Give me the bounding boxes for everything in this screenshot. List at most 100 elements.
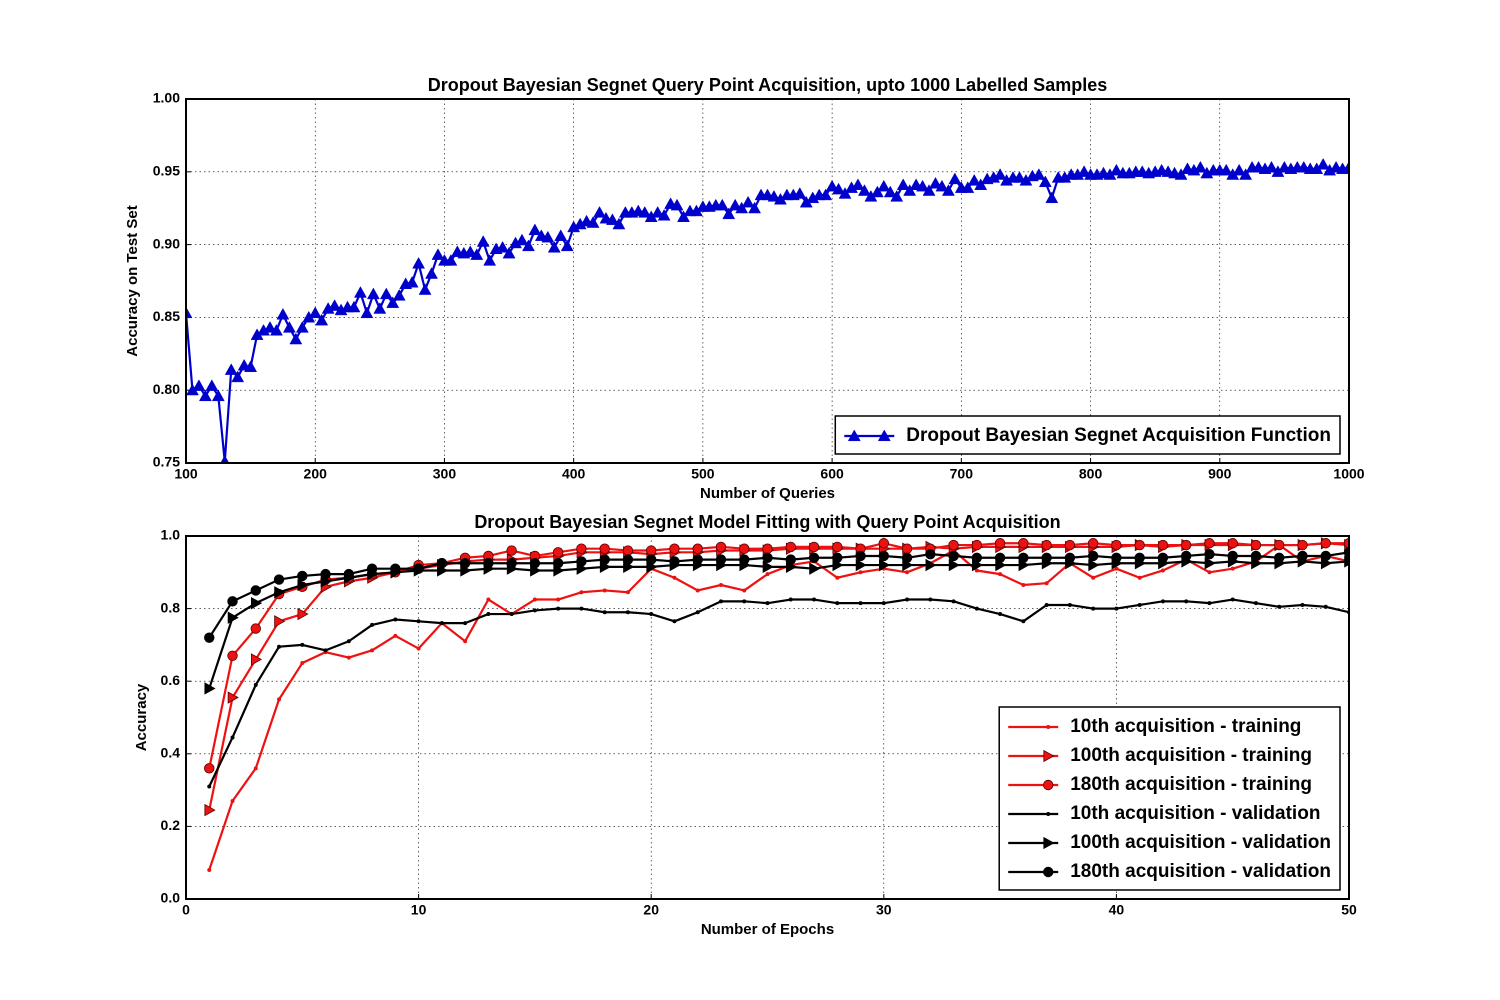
marker	[366, 287, 380, 300]
y-tick-label: 0.2	[161, 817, 181, 833]
y-tick-label: 0.90	[153, 235, 180, 251]
legend: Dropout Bayesian Segnet Acquisition Func…	[834, 415, 1341, 455]
marker	[354, 286, 367, 298]
marker	[855, 550, 866, 562]
marker	[1232, 163, 1246, 176]
marker	[576, 556, 587, 567]
marker	[308, 306, 322, 319]
marker	[1316, 158, 1330, 170]
marker	[1180, 550, 1192, 562]
marker	[370, 648, 375, 653]
marker	[742, 599, 747, 604]
marker	[250, 653, 263, 666]
marker	[1207, 570, 1212, 575]
marker	[739, 554, 750, 565]
marker	[677, 210, 690, 222]
marker	[1300, 602, 1305, 607]
marker	[765, 572, 770, 577]
legend-label: 100th acquisition - validation	[1070, 832, 1331, 853]
marker	[346, 639, 351, 644]
y-axis-label: Accuracy on Test Set	[124, 205, 141, 356]
marker	[1087, 538, 1099, 549]
marker	[767, 190, 781, 202]
marker	[692, 554, 703, 565]
marker	[785, 541, 796, 553]
marker	[1207, 601, 1212, 606]
marker	[470, 248, 484, 260]
x-tick-label: 600	[820, 466, 844, 482]
marker	[935, 179, 949, 192]
marker	[483, 558, 494, 569]
marker	[993, 168, 1007, 180]
marker	[1160, 599, 1165, 604]
marker	[638, 206, 652, 218]
marker	[838, 187, 852, 199]
marker	[1041, 552, 1052, 563]
marker	[785, 554, 796, 565]
y-tick-label: 0.0	[161, 890, 181, 906]
x-tick-label: 0	[182, 902, 190, 918]
marker	[858, 601, 863, 606]
legend-marker	[1046, 812, 1051, 816]
marker	[198, 389, 212, 402]
legend-label: 180th acquisition - validation	[1070, 861, 1331, 882]
marker	[718, 583, 723, 588]
legend-box	[834, 415, 1341, 455]
marker	[528, 223, 542, 236]
marker	[522, 239, 535, 252]
marker	[695, 610, 700, 615]
marker	[579, 606, 584, 611]
marker	[386, 296, 400, 308]
marker	[463, 245, 477, 257]
marker	[343, 568, 355, 580]
marker	[971, 552, 983, 563]
marker	[695, 588, 700, 593]
marker	[1204, 548, 1215, 560]
marker	[879, 558, 891, 572]
marker	[832, 182, 845, 195]
marker	[593, 206, 606, 218]
marker	[998, 612, 1003, 617]
marker	[669, 556, 680, 567]
marker	[207, 867, 212, 872]
marker	[1157, 552, 1169, 563]
marker	[890, 190, 904, 202]
y-tick-label: 0.4	[161, 745, 181, 761]
marker	[1045, 191, 1059, 204]
marker	[1230, 566, 1235, 571]
marker	[1114, 566, 1119, 571]
marker	[186, 306, 193, 319]
x-tick-label: 300	[433, 466, 457, 482]
marker	[1038, 175, 1052, 188]
marker	[315, 313, 329, 326]
marker	[1044, 602, 1049, 607]
marker	[998, 572, 1003, 577]
marker	[541, 230, 555, 243]
marker	[1091, 606, 1096, 611]
marker	[1018, 538, 1029, 549]
marker	[529, 558, 541, 569]
marker	[207, 784, 212, 789]
marker	[532, 608, 537, 613]
marker	[227, 611, 239, 624]
marker	[230, 735, 235, 740]
marker	[1253, 601, 1258, 606]
marker	[547, 240, 561, 253]
marker	[672, 619, 677, 624]
marker	[1297, 539, 1308, 551]
marker	[669, 543, 680, 554]
marker	[366, 563, 378, 574]
marker	[273, 574, 285, 585]
marker	[855, 558, 867, 572]
marker	[1219, 163, 1233, 176]
y-tick-label: 1.0	[161, 527, 181, 543]
marker	[227, 596, 238, 607]
marker	[1021, 619, 1026, 624]
y-tick-label: 0.80	[153, 381, 180, 397]
marker	[739, 543, 750, 554]
marker	[1204, 538, 1215, 549]
x-axis-label: Number of Queries	[700, 485, 835, 502]
legend-marker	[847, 429, 861, 442]
marker	[227, 691, 239, 704]
marker	[205, 379, 219, 391]
